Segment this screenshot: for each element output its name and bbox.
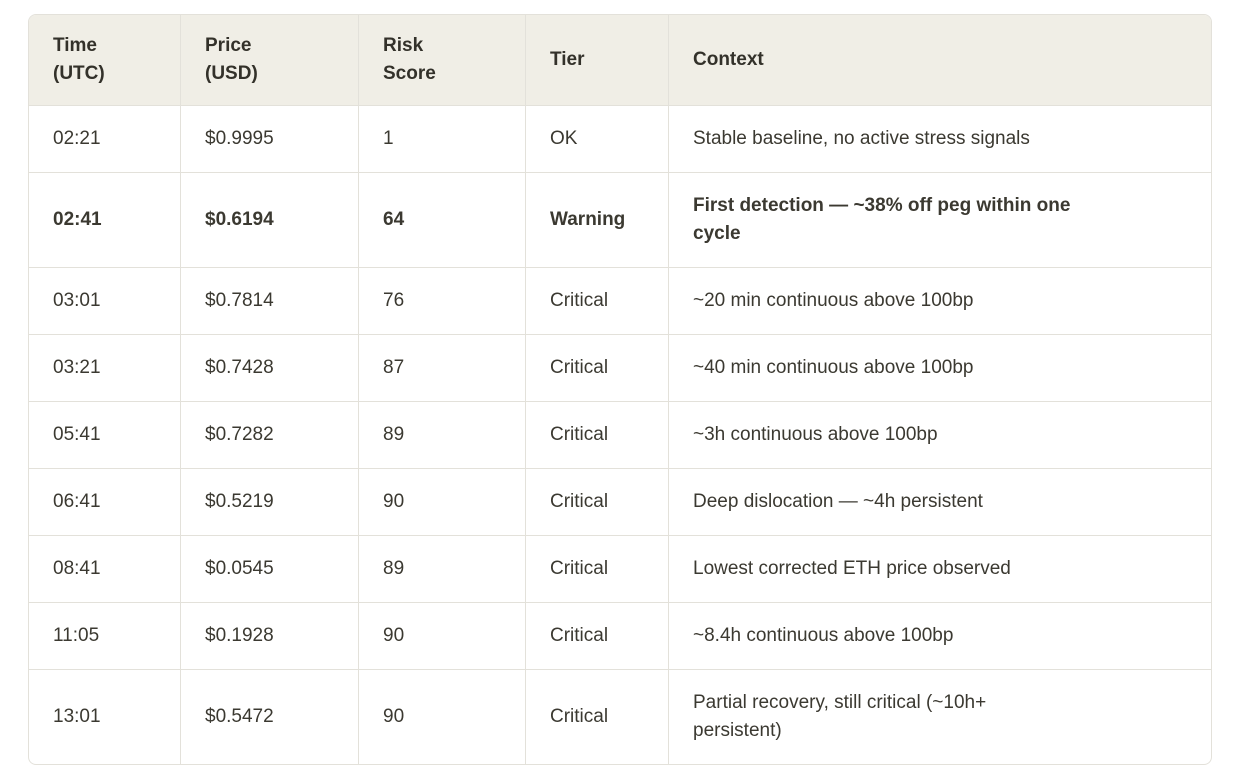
cell-time: 11:05 [29, 603, 181, 670]
cell-risk: 64 [359, 173, 526, 268]
depeg-event-table-container: Time (UTC) Price (USD) Risk Score Tier Conte… [28, 14, 1212, 765]
cell-price: $0.9995 [181, 106, 359, 173]
table-row: 03:01 $0.7814 76 Critical ~20 min continuous… [29, 268, 1211, 335]
depeg-event-table: Time (UTC) Price (USD) Risk Score Tier Conte… [29, 15, 1211, 764]
table-row: 11:05 $0.1928 90 Critical ~8.4h continuous a… [29, 603, 1211, 670]
cell-price: $0.5472 [181, 670, 359, 764]
cell-tier: Critical [526, 670, 669, 764]
cell-tier: Critical [526, 268, 669, 335]
cell-risk: 87 [359, 335, 526, 402]
cell-context: First detection — ~38% off peg within on… [669, 173, 1211, 268]
cell-price: $0.1928 [181, 603, 359, 670]
cell-risk: 76 [359, 268, 526, 335]
cell-time: 06:41 [29, 469, 181, 536]
cell-price: $0.5219 [181, 469, 359, 536]
table-row: 02:21 $0.9995 1 OK Stable baseline, no activ… [29, 106, 1211, 173]
cell-risk: 89 [359, 536, 526, 603]
table-row: 03:21 $0.7428 87 Critical ~40 min continuous… [29, 335, 1211, 402]
table-row: 06:41 $0.5219 90 Critical Deep dislocation —… [29, 469, 1211, 536]
cell-time: 08:41 [29, 536, 181, 603]
cell-time: 03:21 [29, 335, 181, 402]
table-row: 02:41 $0.6194 64 Warning First detection — ~… [29, 173, 1211, 268]
cell-time: 03:01 [29, 268, 181, 335]
cell-time: 02:21 [29, 106, 181, 173]
cell-tier: Critical [526, 536, 669, 603]
column-header-time: Time (UTC) [29, 15, 181, 106]
cell-context: Stable baseline, no active stress signal… [669, 106, 1211, 173]
cell-tier: Critical [526, 335, 669, 402]
cell-risk: 90 [359, 670, 526, 764]
cell-context: Partial recovery, still critical (~10h+ … [693, 692, 987, 741]
header-row: Time (UTC) Price (USD) Risk Score Tier Conte… [29, 15, 1211, 106]
cell-time: 13:01 [29, 670, 181, 764]
column-header-risk: Risk Score [359, 15, 526, 106]
table-row: 08:41 $0.0545 89 Critical Lowest corrected E… [29, 536, 1211, 603]
cell-context: ~3h continuous above 100bp [669, 402, 1211, 469]
table-row: 05:41 $0.7282 89 Critical ~3h continuous abo… [29, 402, 1211, 469]
cell-tier: Critical [526, 402, 669, 469]
cell-context: Deep dislocation — ~4h persistent [669, 469, 1211, 536]
cell-tier: Warning [526, 173, 669, 268]
cell-price: $0.7282 [181, 402, 359, 469]
cell-risk: 89 [359, 402, 526, 469]
column-header-context: Context [669, 15, 1211, 106]
cell-risk: 1 [359, 106, 526, 173]
cell-tier: Critical [526, 469, 669, 536]
cell-context: ~8.4h continuous above 100bp [669, 603, 1211, 670]
cell-price: $0.7428 [181, 335, 359, 402]
cell-context: ~20 min continuous above 100bp [669, 268, 1211, 335]
cell-risk: 90 [359, 603, 526, 670]
cell-time: 02:41 [29, 173, 181, 268]
cell-risk: 90 [359, 469, 526, 536]
cell-tier: Critical [526, 603, 669, 670]
table-body: 02:21 $0.9995 1 OK Stable baseline, no activ… [29, 106, 1211, 764]
table-row: 13:01 $0.5472 90 Critical Partial recovery, … [29, 670, 1211, 764]
cell-price: $0.7814 [181, 268, 359, 335]
cell-context: ~40 min continuous above 100bp [669, 335, 1211, 402]
cell-tier: OK [526, 106, 669, 173]
cell-price: $0.0545 [181, 536, 359, 603]
column-header-price: Price (USD) [181, 15, 359, 106]
column-header-tier: Tier [526, 15, 669, 106]
cell-price: $0.6194 [181, 173, 359, 268]
cell-time: 05:41 [29, 402, 181, 469]
cell-context: Lowest corrected ETH price observed [669, 536, 1211, 603]
